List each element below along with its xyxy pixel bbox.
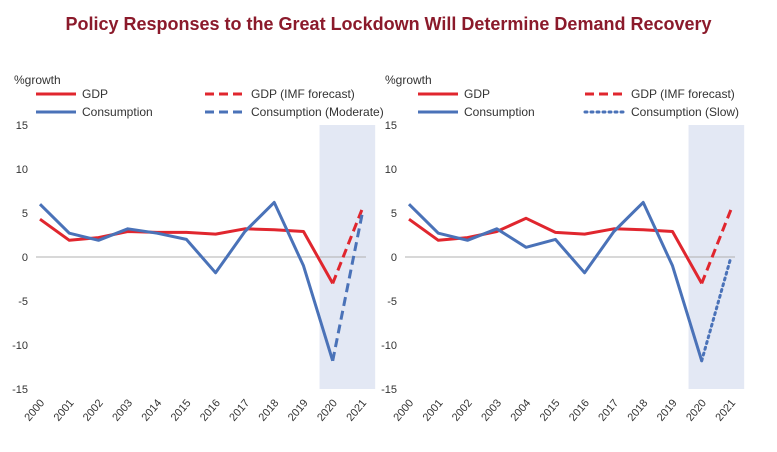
chart1-x-tick: 2000	[22, 397, 47, 423]
chart1-y-tick: -5	[18, 296, 28, 308]
chart1-y-tick: 5	[22, 208, 28, 220]
chart1-x-tick: 2019	[286, 397, 311, 423]
chart2-x-tick: 2001	[421, 397, 446, 423]
chart1-legend-label: Consumption (Moderate)	[251, 105, 384, 119]
chart2-y-tick: -10	[381, 340, 397, 352]
chart1-x-tick: 2003	[110, 397, 135, 423]
chart1-y-tick: -10	[12, 340, 28, 352]
chart2-x-tick: 2004	[508, 397, 533, 423]
chart1-y-tick: 15	[16, 120, 28, 132]
chart2-x-tick: 2003	[479, 397, 504, 423]
chart2-y-tick: -15	[381, 384, 397, 396]
chart2-legend-label: GDP	[464, 87, 490, 101]
chart2-x-tick: 2021	[713, 397, 738, 423]
chart1-legend-label: GDP (IMF forecast)	[251, 87, 355, 101]
chart1-legend-label: GDP	[82, 87, 108, 101]
chart2-y-tick: 15	[385, 120, 397, 132]
chart1-x-tick: 2020	[315, 397, 340, 423]
chart2-x-tick: 2017	[596, 397, 621, 423]
chart2-series-consumption-slow-	[700, 255, 733, 363]
chart1-x-tick: 2016	[198, 397, 223, 423]
chart2-x-tick: 2020	[684, 397, 709, 423]
chart2-x-tick: 2000	[391, 397, 416, 423]
chart1-y-axis-label: %growth	[14, 73, 61, 87]
chart2-legend-label: Consumption (Slow)	[631, 105, 739, 119]
chart2-y-tick: 10	[385, 164, 397, 176]
chart2-y-tick: 0	[391, 252, 397, 264]
chart2-series-consumption	[407, 200, 704, 362]
chart2-x-tick: 2002	[450, 397, 475, 423]
chart1-legend-label: Consumption	[82, 105, 153, 119]
chart2-legend-label: GDP (IMF forecast)	[631, 87, 735, 101]
chart2-x-tick: 2016	[567, 397, 592, 423]
chart1-x-tick: 2014	[139, 397, 164, 423]
chart1-x-tick: 2001	[52, 397, 77, 423]
page-title: Policy Responses to the Great Lockdown W…	[65, 14, 712, 34]
chart1-series-consumption-moderate-	[331, 214, 364, 362]
chart2-y-tick: 5	[391, 208, 397, 220]
chart2-y-tick: -5	[387, 296, 397, 308]
chart2-x-tick: 2015	[538, 397, 563, 423]
chart1-x-tick: 2017	[227, 397, 252, 423]
chart1-y-tick: 0	[22, 252, 28, 264]
chart1-series-consumption	[38, 200, 335, 362]
chart1-x-tick: 2021	[344, 397, 369, 423]
chart2-x-tick: 2018	[626, 397, 651, 423]
chart1-x-tick: 2015	[169, 397, 194, 423]
chart1-series-gdp	[39, 217, 335, 285]
chart2-y-axis-label: %growth	[385, 73, 432, 87]
chart1-x-tick: 2018	[257, 397, 282, 423]
chart2-series-gdp	[408, 216, 704, 285]
chart1-y-tick: -15	[12, 384, 28, 396]
chart1-y-tick: 10	[16, 164, 28, 176]
chart2-legend-label: Consumption	[464, 105, 535, 119]
chart2-x-tick: 2019	[655, 397, 680, 423]
chart1-x-tick: 2002	[81, 397, 106, 423]
